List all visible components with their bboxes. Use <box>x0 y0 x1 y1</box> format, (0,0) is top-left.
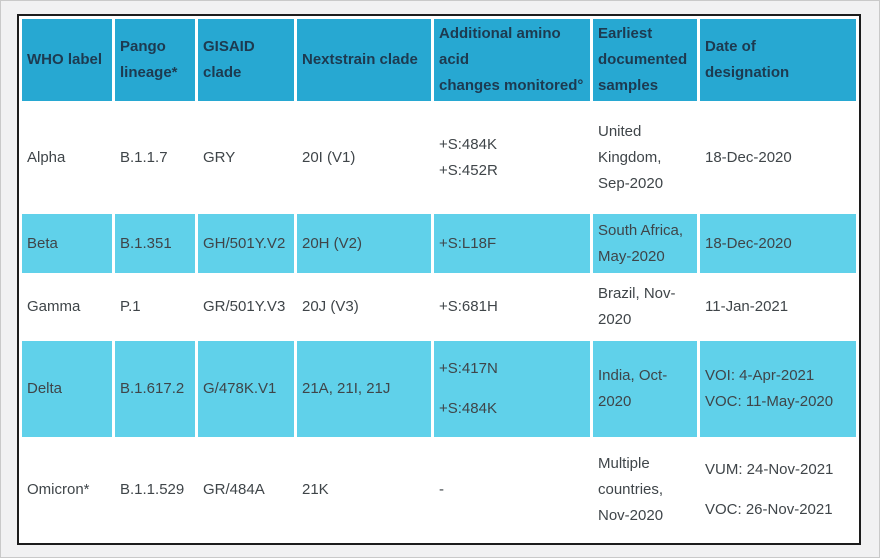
cell-omicron-earliest_samples: Multiple countries, Nov-2020 <box>593 440 697 540</box>
cell-alpha-gisaid_clade: GRY <box>198 104 294 211</box>
cell-line: +S:484K <box>439 400 497 417</box>
column-header-gisaid_clade: GISAID clade <box>198 19 294 101</box>
cell-delta-who_label: Delta <box>22 341 112 437</box>
cell-line: +S:484K <box>439 135 497 153</box>
cell-delta-amino_acid_changes: +S:417N +S:484K <box>434 341 590 437</box>
cell-gamma-earliest_samples: Brazil, Nov-2020 <box>593 276 697 338</box>
cell-delta-nextstrain_clade: 21A, 21I, 21J <box>297 341 431 437</box>
cell-delta-earliest_samples: India, Oct-2020 <box>593 341 697 437</box>
table-row-beta: Beta B.1.351 GH/501Y.V2 20H (V2) +S:L18F Sout… <box>22 214 856 273</box>
cell-gamma-gisaid_clade: GR/501Y.V3 <box>198 276 294 338</box>
cell-alpha-amino_acid_changes: +S:484K +S:452R <box>434 104 590 211</box>
cell-omicron-date_designation: VUM: 24-Nov-2021 VOC: 26-Nov-2021 <box>700 440 856 540</box>
cell-alpha-nextstrain_clade: 20I (V1) <box>297 104 431 211</box>
cell-delta-pango_lineage: B.1.617.2 <box>115 341 195 437</box>
column-header-pango_lineage: Pango lineage* <box>115 19 195 101</box>
cell-alpha-earliest_samples: United Kingdom, Sep-2020 <box>593 104 697 211</box>
cell-beta-date_designation: 18-Dec-2020 <box>700 214 856 273</box>
table-row-omicron: Omicron* B.1.1.529 GR/484A 21K - Multiple cou… <box>22 440 856 540</box>
column-header-date_designation: Date of designation <box>700 19 856 101</box>
cell-line: VOC: 11-May-2020 <box>705 393 834 410</box>
column-header-amino_acid_changes: Additional amino acid changes monitored° <box>434 19 590 101</box>
cell-omicron-who_label: Omicron* <box>22 440 112 540</box>
variants-table: WHO label Pango lineage* GISAID clade Nexts… <box>17 14 861 545</box>
cell-beta-nextstrain_clade: 20H (V2) <box>297 214 431 273</box>
cell-omicron-gisaid_clade: GR/484A <box>198 440 294 540</box>
column-header-earliest_samples: Earliest documented samples <box>593 19 697 101</box>
cell-gamma-amino_acid_changes: +S:681H <box>434 276 590 338</box>
cell-omicron-nextstrain_clade: 21K <box>297 440 431 540</box>
cell-delta-gisaid_clade: G/478K.V1 <box>198 341 294 437</box>
cell-line: +S:417N <box>439 360 498 377</box>
cell-gamma-pango_lineage: P.1 <box>115 276 195 338</box>
cell-delta-date_designation: VOI: 4-Apr-2021 VOC: 11-May-2020 <box>700 341 856 437</box>
cell-beta-who_label: Beta <box>22 214 112 273</box>
cell-beta-amino_acid_changes: +S:L18F <box>434 214 590 273</box>
cell-alpha-pango_lineage: B.1.1.7 <box>115 104 195 211</box>
column-header-who_label: WHO label <box>22 19 112 101</box>
cell-alpha-who_label: Alpha <box>22 104 112 211</box>
cell-line: VUM: 24-Nov-2021 <box>705 461 834 478</box>
table-row-delta: Delta B.1.617.2 G/478K.V1 21A, 21I, 21J +S:4… <box>22 341 856 437</box>
cell-alpha-date_designation: 18-Dec-2020 <box>700 104 856 211</box>
cell-omicron-pango_lineage: B.1.1.529 <box>115 440 195 540</box>
table-row-alpha: Alpha B.1.1.7 GRY 20I (V1) +S:484K +S:452R Uni… <box>22 104 856 211</box>
cell-line: VOC: 26-Nov-2021 <box>705 501 833 518</box>
variants-table-container: WHO label Pango lineage* GISAID clade Nexts… <box>17 14 861 545</box>
table-row-gamma: Gamma P.1 GR/501Y.V3 20J (V3) +S:681H Brazil,… <box>22 276 856 338</box>
cell-gamma-who_label: Gamma <box>22 276 112 338</box>
cell-gamma-date_designation: 11-Jan-2021 <box>700 276 856 338</box>
cell-beta-gisaid_clade: GH/501Y.V2 <box>198 214 294 273</box>
cell-beta-pango_lineage: B.1.351 <box>115 214 195 273</box>
cell-line: VOI: 4-Apr-2021 <box>705 367 815 384</box>
cell-omicron-amino_acid_changes: - <box>434 440 590 540</box>
header-row: WHO label Pango lineage* GISAID clade Nexts… <box>22 19 856 101</box>
cell-gamma-nextstrain_clade: 20J (V3) <box>297 276 431 338</box>
cell-line: +S:452R <box>439 161 498 179</box>
cell-beta-earliest_samples: South Africa, May-2020 <box>593 214 697 273</box>
column-header-nextstrain_clade: Nextstrain clade <box>297 19 431 101</box>
